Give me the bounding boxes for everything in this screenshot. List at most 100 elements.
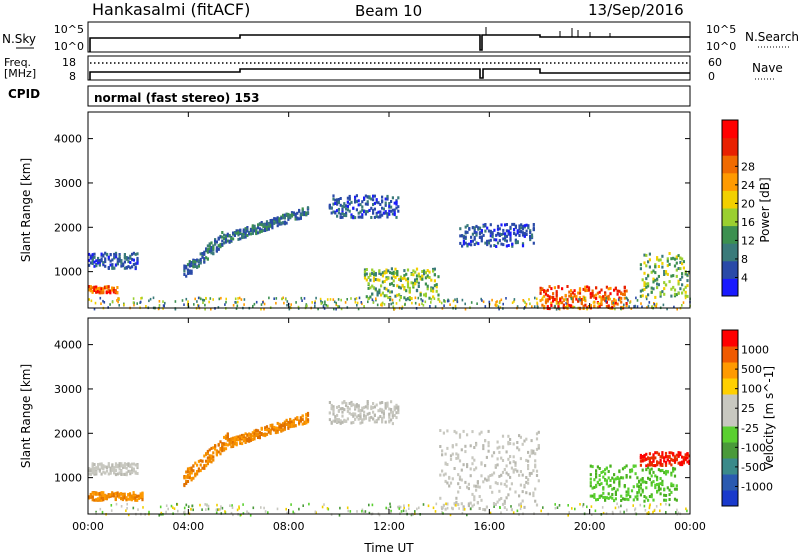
power-data-cell [518,224,521,228]
power-colorbar-segment [722,172,738,191]
power-noise-cell [422,304,425,307]
power-data-cell [98,259,101,262]
power-data-cell [113,266,116,270]
velocity-data-cell [638,490,641,494]
power-noise-cell [444,300,446,303]
power-data-cell [415,280,419,284]
velocity-data-cell [630,489,634,493]
power-data-cell [208,250,211,254]
velocity-data-cell [618,477,621,481]
power-data-cell [242,229,245,233]
velocity-colorbar-label: Velocity [m s^-1] [762,366,776,470]
power-data-cell [107,285,110,289]
velocity-data-cell [648,495,651,498]
velocity-noise-cell [519,507,522,511]
power-data-cell [265,225,269,229]
velocity-data-cell [258,434,261,438]
velocity-data-cell [93,498,96,502]
power-data-cell [423,272,426,276]
velocity-data-cell [98,496,101,500]
velocity-data-cell [639,463,642,467]
velocity-noise-cell [187,505,190,508]
velocity-data-cell [647,466,650,470]
velocity-data-cell [496,463,499,467]
power-data-cell [546,305,549,309]
velocity-data-cell [673,459,677,463]
power-data-cell [107,288,110,292]
velocity-data-cell [208,458,211,462]
velocity-data-cell [132,462,135,466]
velocity-data-cell [500,497,503,500]
power-data-cell [435,283,438,287]
power-data-cell [668,262,671,266]
velocity-data-cell [294,424,297,428]
power-data-cell [502,228,505,232]
velocity-data-cell [197,459,200,463]
velocity-data-cell [122,465,125,469]
velocity-noise-cell [454,503,456,507]
power-data-cell [654,263,657,267]
power-data-cell [276,216,279,220]
power-data-cell [475,224,478,228]
velocity-data-cell [439,496,442,500]
velocity-data-cell [232,436,235,440]
power-noise-cell [354,297,356,301]
velocity-data-cell [485,478,488,482]
power-data-cell [95,264,98,268]
velocity-data-cell [494,481,497,485]
velocity-data-cell [384,402,387,406]
velocity-data-cell [131,471,134,474]
velocity-noise-cell [204,503,206,506]
velocity-noise-cell [229,504,231,507]
power-noise-cell [252,304,254,308]
velocity-data-cell [372,410,375,414]
velocity-noise-cell [215,508,218,512]
velocity-data-cell [366,406,369,410]
velocity-data-cell [602,470,605,474]
power-data-cell [120,264,123,268]
velocity-data-cell [366,402,369,406]
velocity-data-cell [627,490,630,494]
velocity-data-cell [95,470,98,474]
velocity-noise-cell [455,504,457,507]
power-data-cell [433,279,436,283]
velocity-data-cell [120,462,123,466]
power-noise-cell [243,303,245,306]
velocity-noise-cell [292,510,294,514]
power-data-cell [111,286,114,290]
power-data-cell [294,212,297,216]
velocity-data-cell [620,476,623,480]
velocity-data-cell [391,415,394,419]
power-data-cell [473,228,476,232]
velocity-data-cell [602,491,605,495]
power-data-cell [244,231,247,235]
power-noise-cell [187,300,189,303]
velocity-data-cell [672,452,675,456]
velocity-data-cell [668,460,671,463]
power-data-cell [271,223,274,227]
velocity-data-cell [473,498,476,502]
velocity-data-cell [264,426,267,430]
velocity-noise-cell [264,510,267,513]
freq-left-label-1: Freq. [4,56,31,69]
power-data-cell [424,294,427,298]
power-data-cell [285,212,288,216]
power-data-cell [109,263,112,267]
power-data-cell [183,264,186,268]
power-noise-cell [587,305,590,309]
velocity-data-cell [280,423,283,427]
power-data-cell [595,293,598,297]
velocity-data-cell [233,436,236,440]
velocity-data-cell [255,429,258,432]
velocity-data-cell [375,403,378,407]
velocity-data-cell [532,491,535,495]
velocity-noise-cell [554,503,556,506]
velocity-data-cell [134,498,137,502]
velocity-data-cell [480,498,483,502]
velocity-data-cell [381,408,384,412]
velocity-data-cell [650,456,653,460]
power-data-cell [339,197,342,200]
power-data-cell [376,293,379,297]
power-data-cell [656,286,659,290]
power-data-cell [482,233,485,237]
